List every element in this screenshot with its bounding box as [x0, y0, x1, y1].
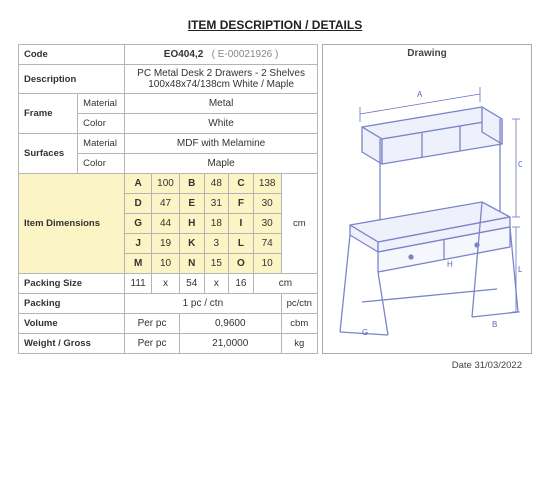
row-volume: Volume Per pc 0,9600 cbm [19, 314, 318, 334]
row-code: Code EO404,2 ( E-00021926 ) [19, 45, 318, 65]
value-frame-color: White [125, 114, 318, 134]
dim-k: A [125, 174, 152, 194]
value-frame-material: Metal [125, 94, 318, 114]
row-weight: Weight / Gross Per pc 21,0000 kg [19, 334, 318, 354]
weight-unit: kg [281, 334, 317, 354]
dim-v: 48 [204, 174, 229, 194]
drawing-heading: Drawing [323, 48, 531, 59]
svg-text:A: A [417, 90, 423, 99]
ps-w: 54 [179, 274, 204, 294]
dim-unit: cm [281, 174, 317, 274]
date-line: Date 31/03/2022 [18, 354, 532, 371]
label-surfaces-color: Color [78, 154, 125, 174]
ps-x1: x [152, 274, 180, 294]
value-volume: 0,9600 [179, 314, 281, 334]
row-packing: Packing 1 pc / ctn pc/ctn [19, 294, 318, 314]
weight-per: Per pc [125, 334, 180, 354]
drawing-panel: Drawing [322, 44, 532, 354]
label-packing: Packing [19, 294, 125, 314]
ps-l: 111 [125, 274, 152, 294]
desc-line2: 100x48x74/138cm White / Maple [148, 79, 294, 90]
svg-text:C: C [518, 160, 522, 169]
label-packing-size: Packing Size [19, 274, 125, 294]
dim-k: B [179, 174, 204, 194]
date-prefix: Date [452, 360, 472, 371]
svg-text:L: L [518, 265, 522, 274]
dim-row-0: Item Dimensions A 100 B 48 C 138 cm [19, 174, 318, 194]
spec-table: Code EO404,2 ( E-00021926 ) Description … [18, 44, 318, 354]
value-description: PC Metal Desk 2 Drawers - 2 Shelves 100x… [125, 65, 318, 94]
label-frame: Frame [19, 94, 78, 134]
label-dimensions: Item Dimensions [19, 174, 125, 274]
label-surfaces-material: Material [78, 134, 125, 154]
ps-unit: cm [253, 274, 317, 294]
volume-per: Per pc [125, 314, 180, 334]
svg-text:H: H [447, 260, 453, 269]
label-code: Code [19, 45, 125, 65]
value-surfaces-material: MDF with Melamine [125, 134, 318, 154]
value-surfaces-color: Maple [125, 154, 318, 174]
value-code: EO404,2 ( E-00021926 ) [125, 45, 318, 65]
volume-unit: cbm [281, 314, 317, 334]
packing-unit: pc/ctn [281, 294, 317, 314]
ps-x2: x [204, 274, 229, 294]
label-frame-material: Material [78, 94, 125, 114]
label-frame-color: Color [78, 114, 125, 134]
code-econ: ( E-00021926 ) [212, 49, 279, 60]
value-weight: 21,0000 [179, 334, 281, 354]
row-frame-material: Frame Material Metal [19, 94, 318, 114]
dim-v: 138 [253, 174, 281, 194]
desk-drawing: A C L G B H [332, 67, 522, 347]
spec-table-area: Code EO404,2 ( E-00021926 ) Description … [18, 44, 318, 354]
desc-line1: PC Metal Desk 2 Drawers - 2 Shelves [137, 68, 305, 79]
label-weight: Weight / Gross [19, 334, 125, 354]
svg-text:B: B [492, 320, 497, 329]
dim-v: 100 [152, 174, 180, 194]
dim-k: C [229, 174, 254, 194]
label-volume: Volume [19, 314, 125, 334]
ps-h: 16 [229, 274, 254, 294]
row-packing-size: Packing Size 111 x 54 x 16 cm [19, 274, 318, 294]
date-value: 31/03/2022 [474, 360, 522, 371]
content-wrap: Code EO404,2 ( E-00021926 ) Description … [18, 44, 532, 354]
code-main: EO404,2 [164, 49, 203, 60]
row-description: Description PC Metal Desk 2 Drawers - 2 … [19, 65, 318, 94]
row-surfaces-material: Surfaces Material MDF with Melamine [19, 134, 318, 154]
value-packing: 1 pc / ctn [125, 294, 281, 314]
svg-text:G: G [362, 328, 368, 337]
label-surfaces: Surfaces [19, 134, 78, 174]
page-title: ITEM DESCRIPTION / DETAILS [18, 18, 532, 32]
label-description: Description [19, 65, 125, 94]
